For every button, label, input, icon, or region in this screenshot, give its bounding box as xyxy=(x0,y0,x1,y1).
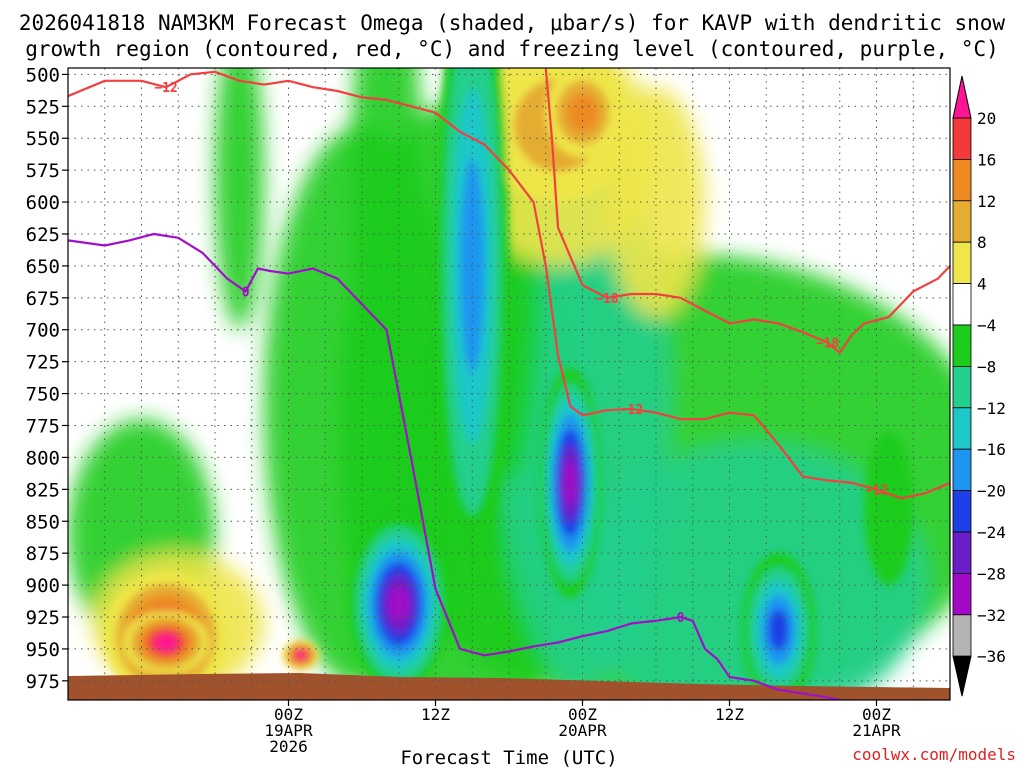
x-tick-label-0-0: 00Z xyxy=(274,705,303,724)
colorbar-swatch-12 xyxy=(952,573,972,616)
y-tick-label-900: 900 xyxy=(26,575,60,597)
y-tick-label-725: 725 xyxy=(26,352,60,374)
colorbar-label-0: 20 xyxy=(977,109,996,128)
y-tick-label-800: 800 xyxy=(26,447,60,469)
colorbar-label-2: 12 xyxy=(977,192,996,211)
colorbar-swatch-5 xyxy=(952,283,972,326)
y-tick-label-975: 975 xyxy=(26,671,60,693)
contour-line-1 xyxy=(68,70,950,500)
colorbar-label-13: −36 xyxy=(977,647,1006,666)
colorbar-label-1: 16 xyxy=(977,150,996,169)
omega-region-2-shell-4 xyxy=(295,651,306,660)
y-tick-label-925: 925 xyxy=(26,607,60,629)
colorbar-swatch-3 xyxy=(952,200,972,243)
y-tick-label-500: 500 xyxy=(26,64,60,86)
x-tick-label-3-0: 12Z xyxy=(715,705,744,724)
contour-label-2-0: −18 xyxy=(595,292,619,307)
colorbar-top-arrow xyxy=(952,75,972,119)
y-tick-label-625: 625 xyxy=(26,224,60,246)
contour-label-1-1: −12 xyxy=(620,403,643,418)
colorbar-swatch-10 xyxy=(952,490,972,533)
omega-region-6-shell-6 xyxy=(388,586,409,623)
colorbar-swatch-11 xyxy=(952,531,972,574)
y-tick-label-950: 950 xyxy=(26,639,60,661)
x-tick-label-4-1: 21APR xyxy=(852,721,901,740)
colorbar-label-8: −16 xyxy=(977,440,1006,459)
omega-region-9-shell-4 xyxy=(768,608,789,651)
contour-lines: 0 0 −12 −12 −12 −18 −18 xyxy=(68,68,950,700)
contour-label-1-2: −12 xyxy=(865,483,888,498)
colorbar-label-9: −20 xyxy=(977,482,1006,501)
colorbar-swatch-8 xyxy=(952,407,972,450)
y-tick-label-675: 675 xyxy=(26,288,60,310)
omega-region-8-shell-6 xyxy=(564,459,577,506)
y-axis: 500 525 550 575 600 625 650 675 700 725 750 775 800 8… xyxy=(26,64,68,693)
x-tick-label-0-2: 2026 xyxy=(269,737,308,756)
y-tick-label-850: 850 xyxy=(26,511,60,533)
colorbar-label-7: −12 xyxy=(977,399,1006,418)
x-tick-label-2-0: 00Z xyxy=(568,705,597,724)
omega-wash-4 xyxy=(582,444,926,700)
contour-label-2-1: −18 xyxy=(816,337,840,352)
gridlines xyxy=(68,68,950,700)
chart-title-line1: 2026041818 NAM3KM Forecast Omega (shaded… xyxy=(19,11,1006,35)
y-tick-label-825: 825 xyxy=(26,479,60,501)
contour-label-0-1: 0 xyxy=(677,611,685,626)
y-tick-label-750: 750 xyxy=(26,384,60,406)
x-axis-title: Forecast Time (UTC) xyxy=(400,747,617,768)
colorbar-label-4: 4 xyxy=(977,275,987,294)
omega-wash-6 xyxy=(349,68,424,458)
site-credit[interactable]: coolwx.com/models xyxy=(852,745,1016,764)
colorbar-label-3: 8 xyxy=(977,233,987,252)
y-tick-label-700: 700 xyxy=(26,320,60,342)
colorbar-swatch-9 xyxy=(952,448,972,492)
colorbar-label-6: −8 xyxy=(977,357,996,376)
y-tick-label-875: 875 xyxy=(26,543,60,565)
colorbar-swatch-1 xyxy=(952,117,972,160)
y-tick-label-575: 575 xyxy=(26,160,60,182)
contour-line-0 xyxy=(68,232,841,700)
contour-label-0-0: 0 xyxy=(242,285,250,300)
y-tick-label-600: 600 xyxy=(26,192,60,214)
colorbar-label-5: −4 xyxy=(977,316,996,335)
omega-region-10-shell-0 xyxy=(864,431,914,586)
y-tick-label-550: 550 xyxy=(26,128,60,150)
colorbar-swatch-6 xyxy=(952,324,972,367)
colorbar-swatch-2 xyxy=(952,158,972,202)
chart-title-line2: growth region (contoured, red, °C) and f… xyxy=(25,37,999,61)
x-tick-label-1-0: 12Z xyxy=(421,705,450,724)
x-tick-label-4-0: 00Z xyxy=(862,705,891,724)
colorbar: 20 16 12 8 4 −4 −8 −12 −16 −20 −24 −28 −32 −36 xyxy=(952,75,1006,697)
y-tick-label-650: 650 xyxy=(26,256,60,278)
colorbar-label-10: −24 xyxy=(977,523,1006,542)
y-tick-label-525: 525 xyxy=(26,96,60,118)
y-tick-label-775: 775 xyxy=(26,415,60,437)
omega-wash-10 xyxy=(607,87,705,317)
x-tick-label-0-1: 19APR xyxy=(264,721,313,740)
colorbar-swatch-7 xyxy=(952,365,972,409)
colorbar-bottom-arrow xyxy=(952,655,972,697)
omega-region-4-shell-2 xyxy=(566,93,599,132)
colorbar-swatch-4 xyxy=(952,241,972,284)
colorbar-swatch-13 xyxy=(952,614,972,657)
x-tick-label-2-1: 20APR xyxy=(558,721,607,740)
colorbar-label-12: −32 xyxy=(977,606,1006,625)
colorbar-label-11: −28 xyxy=(977,564,1006,583)
contour-label-1-0: −12 xyxy=(154,81,177,96)
omega-region-1-shell-4 xyxy=(154,633,178,652)
plot-frame xyxy=(67,67,951,701)
contour-line-2 xyxy=(544,68,950,354)
